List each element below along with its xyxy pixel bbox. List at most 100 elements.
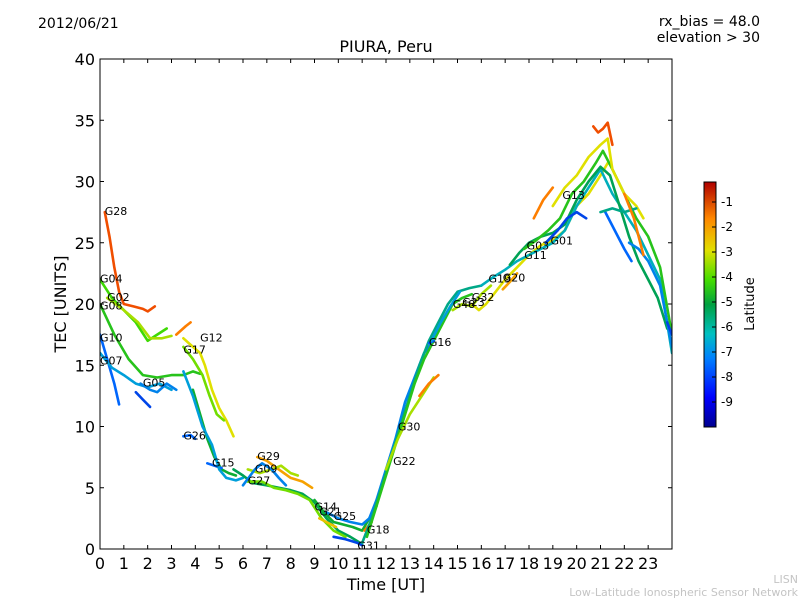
x-tick-label: 7 — [262, 554, 272, 573]
x-tick-label: 0 — [95, 554, 105, 573]
series-label-g13: G13 — [562, 189, 585, 202]
credit-short: LISN — [773, 573, 798, 586]
series-line-g21 — [318, 517, 338, 529]
series-label-g07: G07 — [100, 355, 123, 368]
series-label-g25: G25 — [334, 510, 357, 523]
series-line-g13 — [532, 186, 555, 220]
series-line-g07 — [100, 351, 173, 392]
series-label-g01: G01 — [550, 235, 573, 248]
colorbar-label: Latitude — [743, 277, 758, 331]
series-label-g10: G10 — [100, 331, 123, 344]
x-tick-label: 14 — [423, 554, 443, 573]
y-tick-label: 20 — [75, 295, 95, 314]
x-tick-label: 13 — [400, 554, 420, 573]
colorbar-tick-label: -1 — [721, 195, 733, 209]
y-tick-label: 10 — [75, 418, 95, 437]
rx-bias-label: rx_bias = 48.0 — [658, 14, 760, 30]
series-line-g30b — [418, 373, 440, 398]
chart-title: PIURA, Peru — [339, 37, 433, 56]
colorbar-tick-label: -9 — [721, 395, 733, 409]
series-label-g03: G03 — [527, 239, 550, 252]
series-line-g38 — [623, 192, 645, 257]
series-label-g28: G28 — [105, 205, 128, 218]
series-line-g35 — [604, 210, 633, 263]
y-axis-label: TEC [UNITS] — [51, 256, 70, 354]
series-label-g15: G15 — [212, 456, 235, 469]
x-tick-label: 8 — [286, 554, 296, 573]
series-line-g32 — [470, 161, 609, 312]
colorbar-tick-label: -7 — [721, 345, 733, 359]
colorbar — [703, 181, 717, 428]
colorbar-tick-label: -6 — [721, 320, 733, 334]
axis-ticks: 0 1 2 3 4 5 6 7 8 9 10 11 12 13 14 15 16 17 18 19 20 21 22 2305… — [75, 50, 672, 573]
x-tick-label: 17 — [495, 554, 515, 573]
series-line-g05b — [134, 390, 152, 409]
series-label-g48: G48 — [453, 298, 476, 311]
x-tick-label: 20 — [566, 554, 586, 573]
date-label: 2012/06/21 — [38, 16, 119, 32]
series-line-g34 — [592, 121, 614, 147]
series-line-g01 — [544, 210, 588, 245]
series-label-g11: G11 — [524, 249, 547, 262]
series-line-g10 — [100, 333, 121, 406]
series-line-g29 — [256, 455, 314, 490]
series-label-g04: G04 — [100, 273, 123, 286]
x-tick-label: 10 — [328, 554, 348, 573]
series-label-g18: G18 — [367, 524, 390, 537]
series-line-g31b — [360, 284, 483, 545]
credit: LISN Low-Latitude Ionospheric Sensor Net… — [569, 573, 798, 599]
colorbar-tick-label: -5 — [721, 295, 733, 309]
series-line-g12 — [175, 321, 192, 336]
series-line-g05 — [139, 382, 178, 394]
x-tick-label: 5 — [214, 554, 224, 573]
series-line-g20 — [501, 272, 519, 291]
colorbar-tick-label: -2 — [721, 220, 733, 234]
series-line-g16b — [430, 290, 462, 343]
series-line-g22 — [365, 292, 474, 539]
series-line-g37 — [627, 241, 672, 349]
series-label-g17: G17 — [183, 344, 206, 357]
series-label-g02: G02 — [107, 291, 130, 304]
colorbar-tick-label: -3 — [721, 245, 733, 259]
x-tick-label: 11 — [352, 554, 372, 573]
series-line-g28 — [103, 210, 157, 313]
series-label-g14: G14 — [315, 500, 338, 513]
colorbar-ticks: -1 -2 -3 -4 -5 -6 -7 -8 -9 — [712, 195, 733, 409]
series-label-g29: G29 — [257, 450, 280, 463]
colorbar-tick-label: -4 — [721, 270, 733, 284]
y-tick-label: 35 — [75, 111, 95, 130]
series-line-g48 — [451, 284, 493, 312]
credit-long: Low-Latitude Ionospheric Sensor Network — [569, 586, 798, 599]
y-tick-label: 25 — [75, 234, 95, 253]
series-label-g27: G27 — [248, 475, 271, 488]
series-line-g04 — [100, 278, 168, 343]
y-tick-label: 5 — [85, 479, 95, 498]
series-line-g23 — [522, 149, 672, 336]
x-tick-label: 1 — [119, 554, 129, 573]
series-label-g26: G26 — [183, 429, 206, 442]
series-label-g12: G12 — [200, 331, 223, 344]
elevation-label: elevation > 30 — [656, 30, 760, 46]
series-line-g06 — [241, 462, 288, 487]
series-line-g31 — [332, 535, 364, 547]
x-axis-label: Time [UT] — [346, 575, 425, 594]
series-label-g31: G31 — [357, 540, 380, 553]
series-line-g17 — [182, 337, 235, 438]
y-tick-label: 30 — [75, 173, 95, 192]
x-tick-label: 6 — [238, 554, 248, 573]
series-label-g09: G09 — [255, 462, 278, 475]
series-label-g20: G20 — [503, 271, 526, 284]
x-tick-label: 4 — [190, 554, 200, 573]
x-tick-label: 18 — [519, 554, 539, 573]
series-label-g22: G22 — [393, 455, 416, 468]
x-tick-label: 19 — [543, 554, 563, 573]
x-tick-label: 2 — [143, 554, 153, 573]
series-line-g09 — [246, 464, 300, 477]
y-tick-label: 15 — [75, 356, 95, 375]
series-label-g05: G05 — [143, 377, 166, 390]
series-layer — [100, 121, 672, 547]
series-label-g08: G08 — [100, 299, 123, 312]
series-line-g27b — [246, 480, 347, 539]
